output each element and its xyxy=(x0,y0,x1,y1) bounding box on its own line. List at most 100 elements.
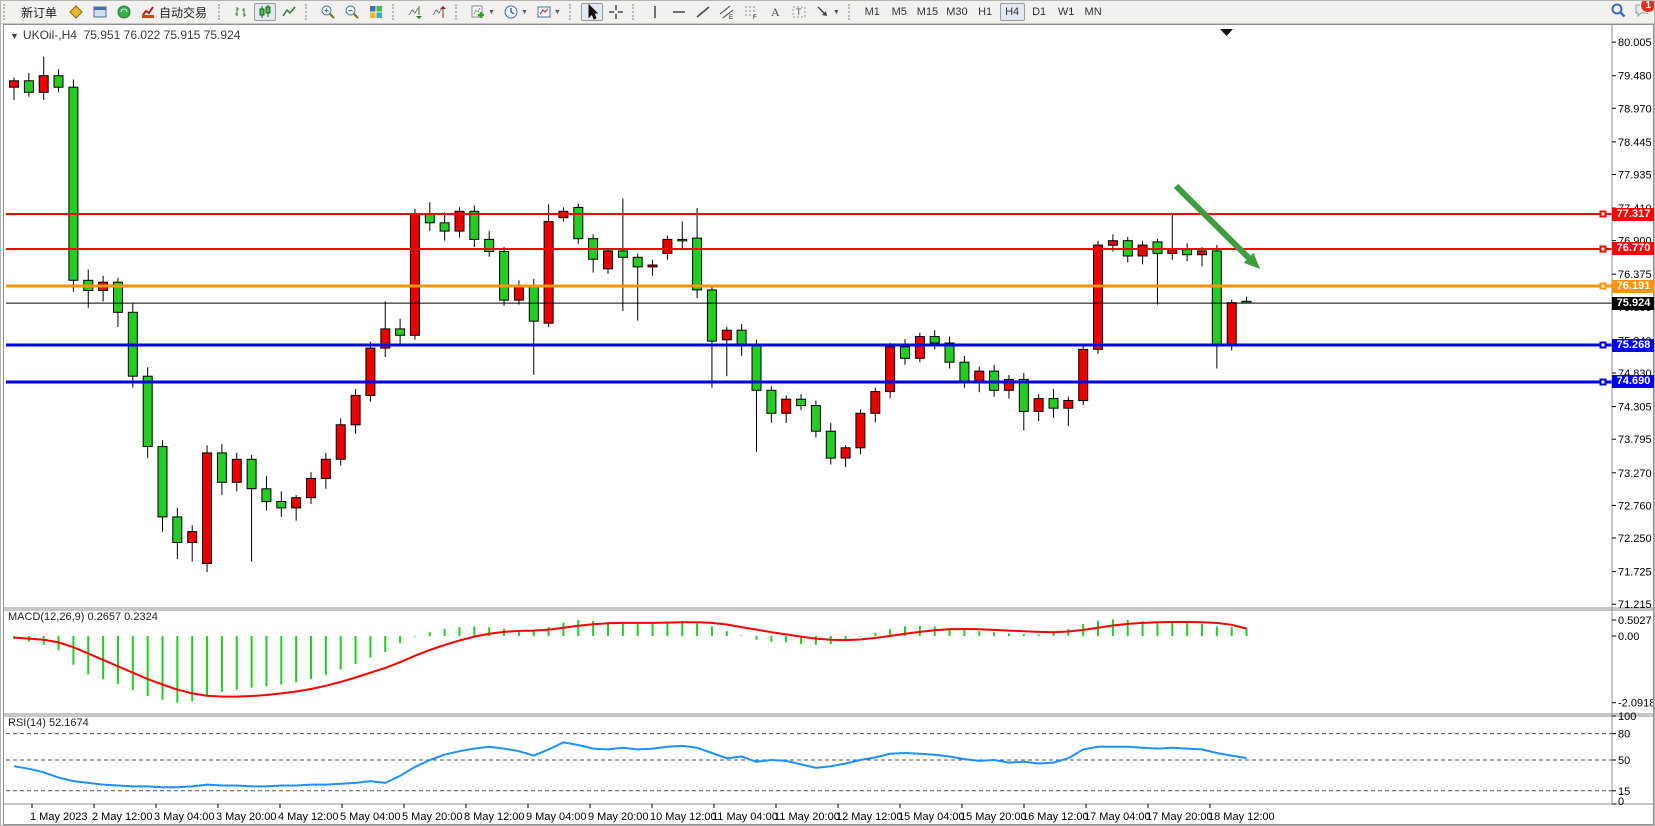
timeframe-button-m1[interactable]: M1 xyxy=(864,6,880,18)
signal-icon xyxy=(116,4,132,20)
timeframe-button-h1[interactable]: H1 xyxy=(978,6,993,18)
rsi-line xyxy=(13,741,1247,789)
tile-windows-icon[interactable] xyxy=(365,3,387,21)
toolbar-group-handle xyxy=(3,4,10,20)
toolbar-group xyxy=(401,1,453,23)
horizontal-level-lines[interactable] xyxy=(6,210,1612,386)
bar-chart-icon xyxy=(233,4,249,20)
macd-signal-line xyxy=(13,621,1247,698)
timeframe-button-m30[interactable]: M30 xyxy=(946,6,968,18)
line-chart-icon xyxy=(281,4,297,20)
price-tick-label: 73.795 xyxy=(1618,434,1652,446)
auto-scroll-icon[interactable] xyxy=(404,3,426,21)
rsi-tick-label: 100 xyxy=(1618,711,1636,723)
macd-indicator-label: MACD(12,26,9) 0.2657 0.2324 xyxy=(8,611,158,623)
text-label-icon: T xyxy=(791,4,807,20)
time-tick-label: 9 May 20:00 xyxy=(588,811,649,823)
macd-tick-label: 0.00 xyxy=(1618,631,1639,643)
vertical-line-icon[interactable] xyxy=(644,3,666,21)
toolbar-group xyxy=(227,1,303,23)
chart-background xyxy=(4,25,1653,824)
time-tick-label: 4 May 12:00 xyxy=(278,811,339,823)
timeframe-button-w1[interactable]: W1 xyxy=(1057,6,1075,18)
chevron-down-icon[interactable]: ▼ xyxy=(553,8,561,16)
chevron-down-icon[interactable]: ▼ xyxy=(488,8,495,16)
crosshair-icon[interactable] xyxy=(605,3,627,21)
period-icon[interactable]: ▼ xyxy=(500,3,531,21)
price-tick-label: 72.760 xyxy=(1618,500,1652,512)
chat-icon[interactable]: 1 xyxy=(1634,1,1654,23)
price-tick-label: 80.005 xyxy=(1618,37,1652,49)
time-tick-label: 10 May 12:00 xyxy=(650,811,717,823)
toolbar-group-handle xyxy=(631,4,639,20)
new-order-label: 新订单 xyxy=(21,5,58,20)
price-tick-label: 72.250 xyxy=(1618,533,1652,545)
zoom-out-icon[interactable] xyxy=(341,3,363,21)
trend-arrow-annotation[interactable] xyxy=(1173,183,1260,269)
macd-tick-label: -2.0918 xyxy=(1618,698,1653,710)
timeframe-button-m15[interactable]: M15 xyxy=(916,6,939,18)
arrows-icon xyxy=(815,4,831,20)
price-tick-label: 71.725 xyxy=(1618,567,1652,579)
toolbar-group-handle xyxy=(305,4,312,20)
chart-title: ▼ UKOil-,H4 75.951 76.022 75.915 75.924 xyxy=(10,28,240,42)
chart-shift-icon[interactable] xyxy=(428,3,450,21)
scroll-position-marker[interactable] xyxy=(1220,29,1233,36)
rsi-tick-label: 50 xyxy=(1618,755,1630,767)
time-tick-label: 15 May 04:00 xyxy=(898,811,965,823)
toolbar-group: ▼ ▼ ▼ xyxy=(464,1,567,23)
terminal-window-icon xyxy=(92,4,108,20)
autotrade-icon xyxy=(140,4,156,20)
crosshair-icon xyxy=(608,4,624,20)
trendline-icon[interactable] xyxy=(692,3,714,21)
tile-windows-icon xyxy=(368,4,384,20)
collapse-icon[interactable]: ▼ xyxy=(10,31,19,41)
price-line-tag: 75.268 xyxy=(1612,339,1654,352)
signal-icon[interactable] xyxy=(113,3,135,21)
price-chart[interactable]: 80.00579.48078.97078.44577.93577.41076.9… xyxy=(4,25,1653,824)
charts-profile-icon[interactable] xyxy=(65,3,87,21)
new-order-button[interactable]: 新订单 xyxy=(15,3,63,21)
rsi-tick-label: 15 xyxy=(1618,786,1630,798)
candlestick-icon[interactable] xyxy=(254,3,277,21)
text-icon: A xyxy=(767,4,783,20)
new-chart-icon[interactable]: ▼ xyxy=(467,3,498,21)
arrows-icon[interactable]: ▼ xyxy=(812,3,843,21)
timeframe-button-h4[interactable]: H4 xyxy=(999,3,1025,21)
timeframe-button-d1[interactable]: D1 xyxy=(1032,6,1047,18)
price-tick-label: 78.445 xyxy=(1618,137,1652,149)
horizontal-line-icon[interactable] xyxy=(668,3,690,21)
terminal-window-icon[interactable] xyxy=(89,3,111,21)
template-icon[interactable]: ▼ xyxy=(533,3,564,21)
toolbar-group: E F A T ▼ xyxy=(641,1,846,23)
time-tick-label: 17 May 04:00 xyxy=(1084,811,1151,823)
price-tick-label: 77.935 xyxy=(1618,170,1652,182)
chart-window: 80.00579.48078.97078.44577.93577.41076.9… xyxy=(3,24,1654,825)
text-label-icon[interactable]: T xyxy=(788,3,810,21)
fibonacci-icon[interactable]: F xyxy=(740,3,762,21)
charts-profile-icon xyxy=(68,4,84,20)
time-tick-label: 11 May 20:00 xyxy=(774,811,840,823)
zoom-in-icon[interactable] xyxy=(317,3,339,21)
chevron-down-icon[interactable]: ▼ xyxy=(520,8,528,16)
time-tick-label: 16 May 12:00 xyxy=(1022,811,1089,823)
pane-separators[interactable] xyxy=(4,25,1653,805)
time-tick-label: 11 May 04:00 xyxy=(712,811,778,823)
search-icon[interactable] xyxy=(1610,2,1626,23)
line-chart-icon[interactable] xyxy=(278,3,300,21)
svg-text:F: F xyxy=(753,15,757,20)
bar-chart-icon[interactable] xyxy=(230,3,252,21)
time-tick-label: 8 May 12:00 xyxy=(464,811,525,823)
cursor-icon[interactable] xyxy=(580,3,603,21)
chevron-down-icon[interactable]: ▼ xyxy=(832,8,840,16)
price-line-tag: 74.690 xyxy=(1612,375,1654,388)
price-line-tag: 76.191 xyxy=(1612,280,1654,293)
text-icon[interactable]: A xyxy=(764,3,786,21)
equidistant-channel-icon[interactable]: E xyxy=(716,3,738,21)
time-tick-label: 9 May 04:00 xyxy=(526,811,587,823)
timeframe-button-mn[interactable]: MN xyxy=(1084,6,1102,18)
time-tick-label: 5 May 20:00 xyxy=(402,811,463,823)
timeframe-button-m5[interactable]: M5 xyxy=(891,6,907,18)
autotrade-icon[interactable]: 自动交易 xyxy=(137,3,213,21)
time-tick-label: 3 May 04:00 xyxy=(154,811,215,823)
